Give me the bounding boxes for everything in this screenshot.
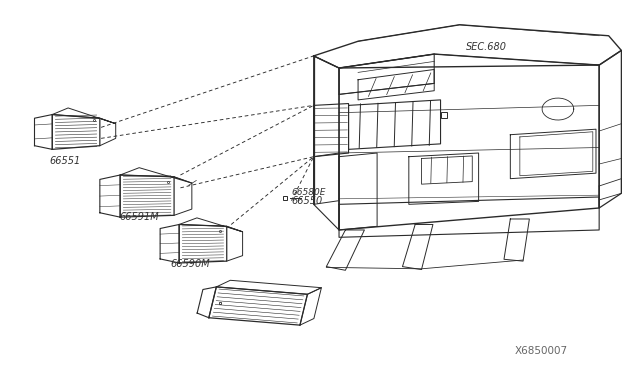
Text: X6850007: X6850007: [515, 346, 568, 356]
Text: 66590M: 66590M: [170, 259, 210, 269]
Text: 66550: 66550: [291, 196, 323, 206]
Text: 66551: 66551: [49, 156, 81, 166]
Text: SEC.680: SEC.680: [466, 42, 507, 52]
Text: 66591M: 66591M: [120, 212, 159, 222]
Text: 66580E: 66580E: [291, 188, 326, 197]
